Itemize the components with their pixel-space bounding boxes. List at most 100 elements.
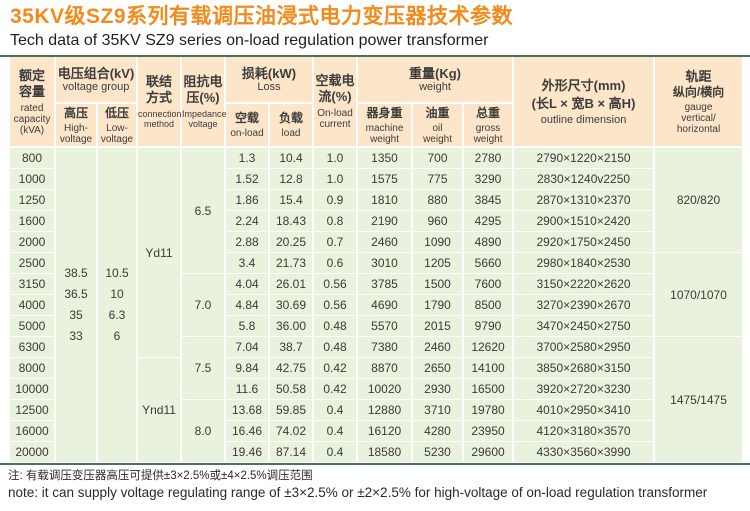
- cell-oil-weight: 5230: [411, 441, 465, 463]
- cell-oil-weight: 1205: [411, 252, 465, 274]
- bottom-divider: [0, 463, 750, 465]
- header-en-line: Low-: [106, 122, 128, 134]
- table-row: 1250 1.86 15.4 0.9 1810 880 3845 2870×13…: [8, 189, 743, 211]
- cell-gauge: 1070/1070: [653, 252, 745, 337]
- header-zh-line: 器身重: [366, 105, 403, 120]
- cell-load-loss: 20.25: [267, 231, 315, 253]
- col-header-loss: 损耗(kW) Loss: [223, 57, 315, 104]
- spec-table: 额定 容量 rated capacity (kVA) 电压组合(kV) volt…: [8, 57, 745, 463]
- col-header-machine-weight: 器身重 machine weight: [356, 103, 414, 148]
- note-zh: 注: 有载调压变压器高压可提供±3×2.5%或±4×2.5%调压范围: [8, 470, 313, 482]
- cell-gross-weight: 23950: [462, 420, 515, 442]
- cell-no-load-loss: 1.52: [224, 168, 270, 190]
- cell-gross-weight: 5660: [462, 252, 515, 274]
- cell-load-loss: 59.85: [267, 399, 315, 421]
- note-en: note: it can supply voltage regulating r…: [8, 485, 708, 500]
- header-zh-line: 油重: [425, 105, 450, 120]
- header-zh-line: 容量: [18, 83, 45, 99]
- cell-machine-weight: 1575: [356, 168, 414, 190]
- cell-oil-weight: 1500: [411, 273, 465, 295]
- cell-gross-weight: 3845: [462, 189, 515, 211]
- cell-load-loss: 50.58: [267, 378, 315, 400]
- cell-capacity: 5000: [8, 315, 56, 337]
- cell-load-loss: 18.43: [267, 210, 315, 232]
- cell-outline: 4330×3560×3990: [512, 441, 656, 463]
- header-en-line: weight: [419, 81, 451, 93]
- hv-value: 36.5: [64, 287, 88, 301]
- cell-outline: 2920×1750×2450: [512, 231, 656, 253]
- table-row: 8000 Ynd11 9.84 42.75 0.42 8870 2650 141…: [8, 357, 743, 463]
- header-zh-line: 流(%): [318, 89, 352, 104]
- cell-capacity: 3150: [8, 273, 56, 295]
- header-zh-line: 电压组合(kV): [57, 66, 135, 81]
- cell-current: 0.4: [312, 420, 359, 442]
- notes-block: 注: 有载调压变压器高压可提供±3×2.5%或±4×2.5%调压范围 note:…: [8, 469, 750, 502]
- header-en-line: gauge: [684, 101, 713, 113]
- cell-machine-weight: 5570: [356, 315, 414, 337]
- cell-machine-weight: 1810: [356, 189, 414, 211]
- cell-no-load-loss: 19.46: [224, 441, 270, 463]
- col-header-no-load-current: 空载电 流(%) On-load current: [312, 57, 359, 148]
- header-zh-line: 空载: [234, 111, 259, 125]
- cell-current: 0.4: [312, 441, 359, 463]
- lv-value: 10: [110, 287, 124, 301]
- cell-capacity: 2000: [8, 231, 56, 253]
- cell-load-loss: 15.4: [267, 189, 315, 211]
- page-title: 35KV级SZ9系列有载调压油浸式电力变压器技术参数: [10, 5, 514, 28]
- cell-capacity: 1000: [8, 168, 56, 190]
- cell-current: 0.9: [312, 189, 359, 211]
- cell-gauge: 820/820: [653, 146, 745, 253]
- header-en-line: method: [143, 119, 175, 129]
- table-row: 12500 8.0 13.68 59.85 0.4 12880 3710 197…: [8, 399, 743, 463]
- cell-outline: 3150×2220×2620: [512, 273, 656, 295]
- cell-load-loss: 30.69: [267, 294, 315, 316]
- page-header: 35KV级SZ9系列有载调压油浸式电力变压器技术参数 Tech data of …: [0, 0, 750, 51]
- cell-outline: 3850×2680×3150: [512, 357, 656, 379]
- header-zh-line: 阻抗电: [183, 74, 223, 89]
- cell-oil-weight: 1090: [411, 231, 465, 253]
- cell-machine-weight: 10020: [356, 378, 414, 400]
- header-en-line: rated: [20, 102, 44, 114]
- cell-outline: 4010×2950×3410: [512, 399, 656, 421]
- table-row: 6300 7.5 7.04 38.7 0.48 7380 2460 12620 …: [8, 336, 745, 463]
- cell-current: 0.42: [312, 378, 359, 400]
- cell-oil-weight: 1790: [411, 294, 465, 316]
- cell-no-load-loss: 5.8: [224, 315, 270, 337]
- col-header-capacity: 额定 容量 rated capacity (kVA): [8, 57, 56, 148]
- table-row: 2000 2.88 20.25 0.7 2460 1090 4890 2920×…: [8, 231, 743, 253]
- header-en-line: capacity: [13, 113, 51, 125]
- cell-capacity: 8000: [8, 357, 56, 379]
- cell-current: 0.6: [312, 252, 359, 274]
- cell-outline: 2830×1240v2250: [512, 168, 656, 190]
- cell-current: 0.8: [312, 210, 359, 232]
- cell-load-loss: 38.7: [267, 336, 315, 358]
- lv-value: 6: [113, 329, 121, 343]
- header-en-line: High-: [64, 122, 88, 134]
- cell-gross-weight: 16500: [462, 378, 515, 400]
- header-en-line: gross: [475, 122, 501, 134]
- cell-no-load-loss: 13.68: [224, 399, 270, 421]
- cell-current: 1.0: [312, 168, 359, 190]
- header-en-line: voltage group: [62, 81, 130, 93]
- lv-value: 6.3: [108, 308, 126, 322]
- cell-load-loss: 36.00: [267, 315, 315, 337]
- cell-capacity: 6300: [8, 336, 56, 358]
- cell-load-loss: 26.01: [267, 273, 315, 295]
- cell-outline: 4120×3180×3570: [512, 420, 656, 442]
- cell-outline: 3920×2720×3230: [512, 378, 656, 400]
- cell-gross-weight: 29600: [462, 441, 515, 463]
- table-row: 4000 4.84 30.69 0.56 4690 1790 8500 3270…: [8, 294, 743, 316]
- cell-oil-weight: 2015: [411, 315, 465, 337]
- cell-oil-weight: 880: [411, 189, 465, 211]
- cell-gross-weight: 12620: [462, 336, 515, 358]
- header-zh-line: 高压: [63, 105, 88, 120]
- hv-value: 35: [69, 308, 83, 322]
- header-en-line: on-load: [230, 128, 264, 139]
- col-header-gross-weight: 总重 gross weight: [462, 103, 515, 148]
- cell-capacity: 1250: [8, 189, 56, 211]
- cell-gross-weight: 4295: [462, 210, 515, 232]
- cell-load-loss: 10.4: [267, 146, 315, 169]
- cell-machine-weight: 12880: [356, 399, 414, 421]
- header-en-line: vertical/: [681, 112, 716, 124]
- cell-machine-weight: 3010: [356, 252, 414, 274]
